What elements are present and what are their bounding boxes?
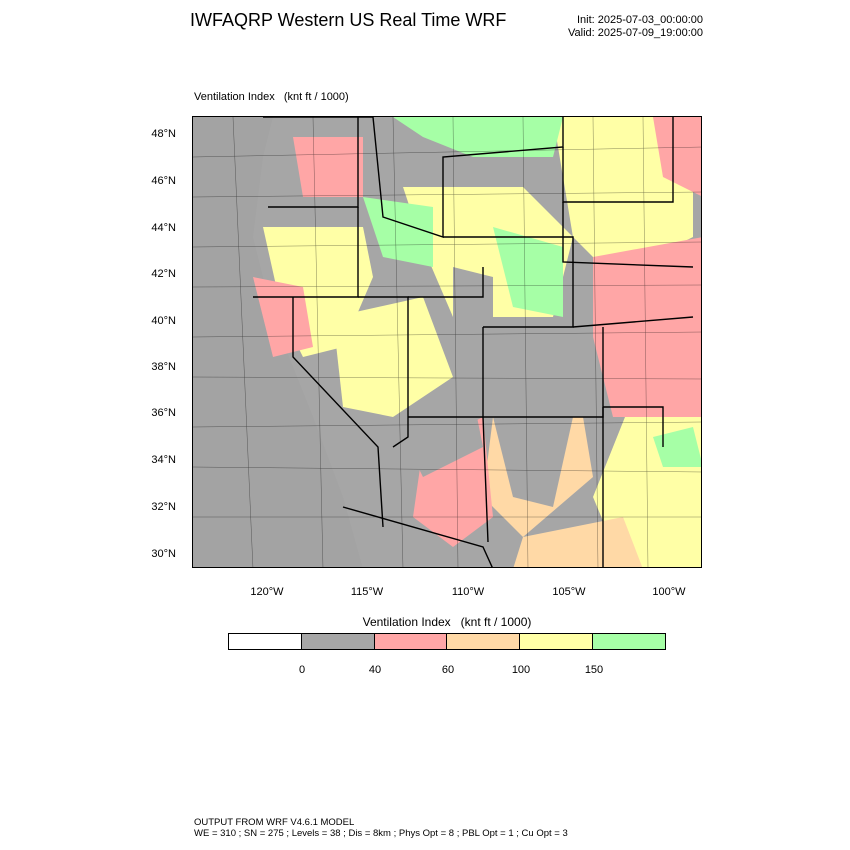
legend-tick: 100 <box>511 664 531 676</box>
zone-yellow <box>553 117 693 277</box>
zone-pink <box>593 237 701 417</box>
legend-tick: 60 <box>441 664 455 676</box>
lat-label: 48°N <box>151 128 176 140</box>
lon-label: 115°W <box>350 586 384 598</box>
legend-swatch <box>520 634 594 649</box>
lat-label: 36°N <box>151 407 176 419</box>
model-footer: OUTPUT FROM WRF V4.6.1 MODEL WE = 310 ; … <box>194 817 568 839</box>
lat-label: 30°N <box>151 548 176 560</box>
legend-tick: 40 <box>368 664 382 676</box>
zone-gray <box>493 417 573 507</box>
lon-label: 110°W <box>451 586 485 598</box>
lat-label: 46°N <box>151 175 176 187</box>
zone-pink <box>293 137 363 197</box>
footer-line2: WE = 310 ; SN = 275 ; Levels = 38 ; Dis … <box>194 828 568 839</box>
map-panel <box>192 116 702 568</box>
legend-bar <box>228 633 666 650</box>
plot-title: IWFAQRP Western US Real Time WRF <box>190 10 507 30</box>
state-boundaries <box>253 117 694 567</box>
lon-label: 100°W <box>652 586 686 598</box>
lon-label: 105°W <box>552 586 586 598</box>
lat-label: 42°N <box>151 268 176 280</box>
init-time: Init: 2025-07-03_00:00:00 <box>577 14 703 26</box>
lat-label: 38°N <box>151 361 176 373</box>
valid-time: Valid: 2025-07-09_19:00:00 <box>568 27 703 39</box>
legend-tick: 0 <box>298 664 306 676</box>
lat-label: 34°N <box>151 454 176 466</box>
lat-label: 32°N <box>151 501 176 513</box>
zone-green <box>363 197 433 267</box>
legend-swatch <box>447 634 521 649</box>
legend-swatch <box>374 634 448 649</box>
zone-pink <box>653 117 701 196</box>
county-lines <box>193 117 701 567</box>
lat-label: 40°N <box>151 315 176 327</box>
run-times: Init: 2025-07-03_00:00:00 Valid: 2025-07… <box>568 14 703 40</box>
lat-label: 44°N <box>151 222 176 234</box>
legend-title: Ventilation Index (knt ft / 1000) <box>362 615 532 629</box>
legend-swatch <box>301 634 375 649</box>
zone-green <box>493 227 563 317</box>
zone-orange <box>513 517 643 567</box>
zone-green <box>393 117 563 157</box>
field-subtitle: Ventilation Index (knt ft / 1000) <box>194 91 349 103</box>
legend-swatch <box>229 634 302 649</box>
legend-swatch <box>593 634 665 649</box>
legend-tick: 150 <box>584 664 604 676</box>
zone-yellow <box>333 297 453 417</box>
footer-line1: OUTPUT FROM WRF V4.6.1 MODEL <box>194 817 355 828</box>
lon-label: 120°W <box>250 586 284 598</box>
ventilation-map <box>193 117 701 567</box>
zone-green <box>653 427 701 467</box>
